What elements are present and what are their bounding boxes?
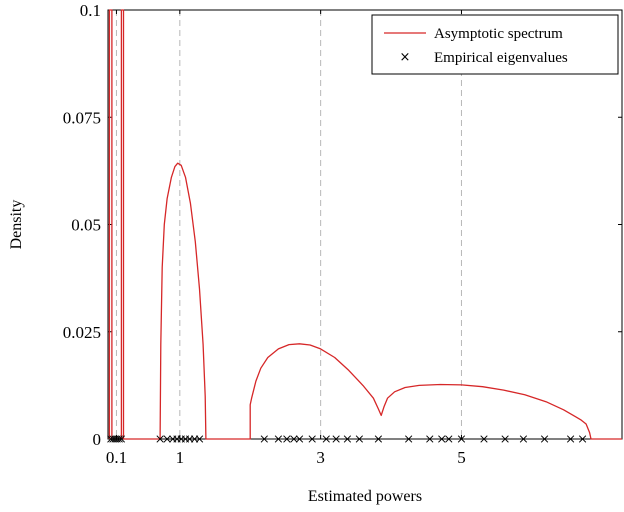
eigenvalue-marker-15 xyxy=(260,435,268,443)
eigenvalue-marker-4 xyxy=(115,435,123,443)
eigenvalue-marker-34 xyxy=(540,435,549,443)
eigenvalue-marker-28 xyxy=(438,435,446,443)
legend-box xyxy=(371,14,619,75)
legend-x-marker: × xyxy=(400,50,411,65)
eigenvalue-marker-26 xyxy=(405,435,413,443)
y-tick-label-0: 0 xyxy=(93,430,102,449)
legend-label-empirical: Empirical eigenvalues xyxy=(434,50,568,66)
x-tick-labels: 0.1 1 3 5 xyxy=(106,448,466,467)
y-tick-label-3: 0.075 xyxy=(63,108,101,127)
y-tick-label-2: 0.05 xyxy=(71,216,101,235)
eigenvalue-marker-7 xyxy=(163,435,171,443)
eigenvalue-marker-21 xyxy=(322,435,330,443)
legend-label-asymptotic: Asymptotic spectrum xyxy=(434,26,563,42)
eigenvalue-marker-31 xyxy=(480,435,488,443)
asymptotic-spectrum-line-2 xyxy=(123,162,622,440)
eigenvalue-marker-29 xyxy=(445,435,453,443)
eigenvalue-markers xyxy=(107,435,587,443)
eigenvalue-marker-33 xyxy=(519,435,528,443)
eigenvalue-marker-30 xyxy=(457,435,466,443)
eigenvalue-marker-18 xyxy=(290,435,298,443)
eigenvalue-marker-27 xyxy=(426,435,434,443)
vertical-grid-lines xyxy=(115,10,462,439)
eigenvalue-marker-32 xyxy=(501,435,509,443)
eigenvalue-marker-19 xyxy=(295,435,304,443)
x-tick-label-0: 0.1 xyxy=(106,448,127,467)
eigenvalue-marker-16 xyxy=(274,435,283,443)
eigenvalue-marker-14 xyxy=(195,435,204,443)
y-axis-label: Density xyxy=(8,200,25,250)
eigenvalue-marker-17 xyxy=(283,435,291,443)
eigenvalue-marker-22 xyxy=(332,435,340,443)
asymptotic-spectrum-line-0 xyxy=(108,9,113,439)
eigenvalue-marker-6 xyxy=(156,435,164,443)
legend: Asymptotic spectrum × Empirical eigenval… xyxy=(371,14,619,75)
x-tick-label-2: 3 xyxy=(316,448,325,467)
x-tick-label-1: 1 xyxy=(176,448,185,467)
series-layer xyxy=(108,9,622,440)
eigenvalue-marker-35 xyxy=(566,435,575,443)
y-tick-label-1: 0.025 xyxy=(63,323,101,342)
eigenvalue-marker-20 xyxy=(308,435,316,443)
y-tick-labels: 0 0.025 0.05 0.075 0.1 xyxy=(63,1,101,449)
asymptotic-spectrum-line-1 xyxy=(120,9,125,439)
eigenvalue-marker-24 xyxy=(355,435,364,443)
eigenvalue-marker-5 xyxy=(117,435,126,443)
x-tick-label-3: 5 xyxy=(457,448,466,467)
x-axis-label: Estimated powers xyxy=(308,488,422,505)
eigenvalue-marker-36 xyxy=(578,435,587,443)
y-tick-label-4: 0.1 xyxy=(80,1,101,20)
eigenvalue-marker-23 xyxy=(343,435,352,443)
eigenvalue-marker-25 xyxy=(374,435,383,443)
